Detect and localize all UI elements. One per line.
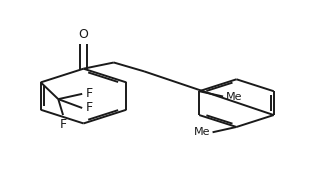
Text: O: O: [79, 28, 88, 41]
Text: F: F: [60, 118, 67, 131]
Text: Me: Me: [226, 91, 242, 101]
Text: Me: Me: [194, 127, 210, 137]
Text: F: F: [85, 101, 92, 114]
Text: F: F: [85, 87, 92, 100]
